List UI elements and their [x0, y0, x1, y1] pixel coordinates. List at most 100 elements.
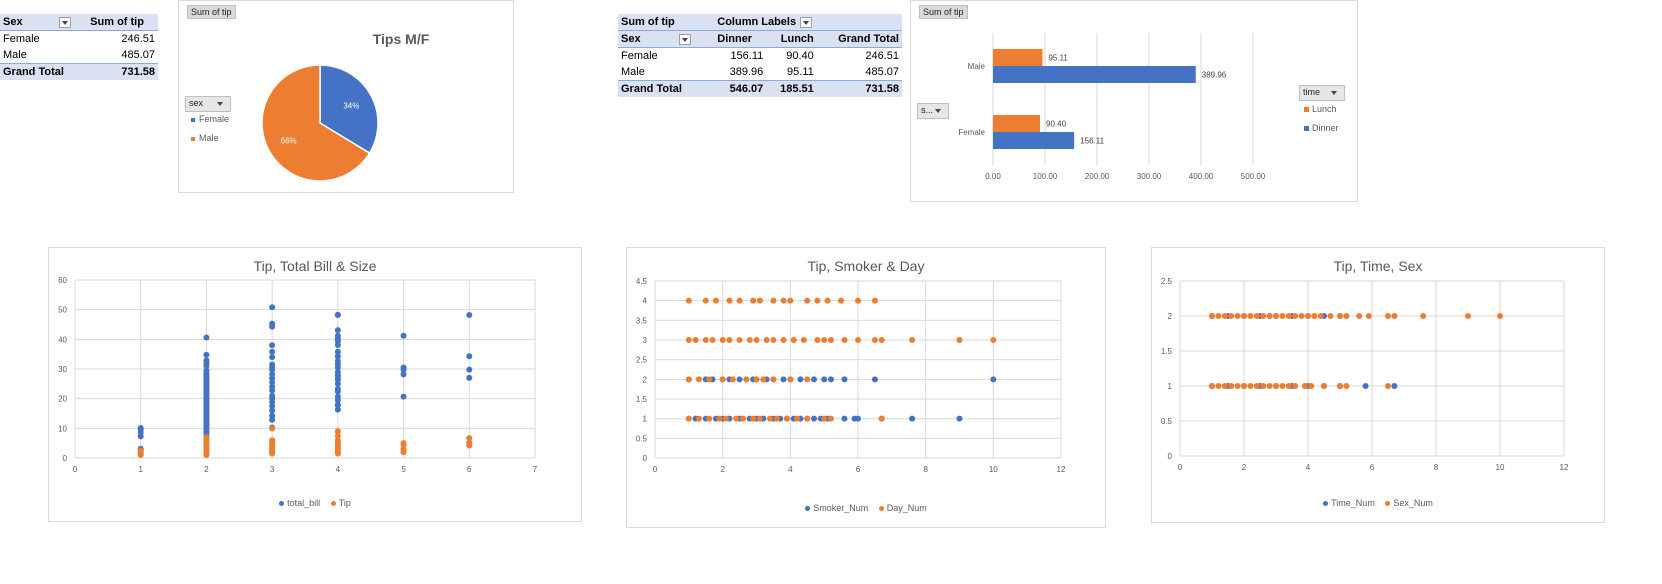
y-tick-label: 2 — [643, 375, 648, 384]
field-button-sum-of-tip[interactable]: Sum of tip — [919, 5, 968, 19]
scatter-point — [1253, 313, 1260, 319]
filter-dropdown-icon[interactable] — [215, 99, 227, 110]
y-tick-label: 3.5 — [636, 316, 648, 325]
scatter-point — [685, 376, 692, 383]
scatter-point — [1260, 383, 1267, 389]
scatter-point — [956, 337, 963, 343]
chart-title: Tip, Time, Sex — [1333, 258, 1423, 274]
scatter-point — [1321, 383, 1327, 389]
scatter-point — [269, 342, 276, 349]
scatter-point — [269, 348, 276, 355]
legend-item: Dinner — [1304, 123, 1339, 133]
scatter-point — [821, 415, 828, 422]
axis-field-button-sex[interactable]: s... — [917, 103, 949, 119]
scatter-point — [990, 376, 997, 383]
scatter-point — [203, 367, 210, 374]
x-tick-label: 0 — [653, 465, 658, 474]
scatter-chart-tip-bill-size[interactable]: Tip, Total Bill & Size 0 10 20 30 40 50 60 0 1 2 3… — [48, 247, 582, 522]
filter-dropdown-icon[interactable] — [678, 33, 691, 45]
scatter-point — [814, 297, 821, 304]
scatter-point — [1266, 383, 1273, 389]
category-label: Male — [968, 62, 986, 71]
y-tick-label: 40 — [58, 335, 67, 344]
scatter-point — [334, 428, 341, 435]
pivot2-row-field: Sex — [621, 33, 641, 45]
scatter-point — [1253, 383, 1260, 389]
scatter-point — [838, 297, 845, 304]
x-tick-label: 12 — [1057, 465, 1066, 474]
scatter-chart-tip-time-sex[interactable]: Tip, Time, Sex 0 0.5 1 1.5 2 2.5 0 2 4 6 8 10 12 Tim… — [1151, 247, 1605, 523]
pie-chart[interactable]: Sum of tip Tips M/F sex Female Male 34% 6… — [178, 0, 514, 193]
field-button-sum-of-tip[interactable]: Sum of tip — [187, 5, 236, 19]
scatter-point — [466, 312, 473, 319]
filter-dropdown-icon[interactable] — [800, 16, 813, 28]
scatter-point — [750, 415, 757, 422]
scatter-point — [334, 406, 341, 413]
scatter-point — [821, 376, 828, 383]
filter-dropdown-icon[interactable] — [933, 106, 945, 117]
scatter-point — [334, 327, 341, 334]
scatter-point — [137, 425, 144, 432]
scatter-point — [269, 383, 276, 390]
scatter-point — [334, 332, 341, 339]
scatter-point — [756, 415, 763, 422]
scatter-point — [773, 415, 780, 422]
y-tick-label: 1 — [1168, 382, 1173, 391]
scatter-point — [841, 337, 848, 343]
scatter-point — [1273, 383, 1279, 389]
scatter-point — [1337, 313, 1343, 319]
bar — [993, 66, 1196, 83]
scatter-point — [753, 376, 760, 383]
scatter-point — [269, 361, 276, 368]
scatter-point — [855, 415, 861, 422]
scatter-point — [706, 376, 713, 383]
scatter-point — [466, 374, 473, 381]
scatter-point — [729, 376, 736, 383]
scatter-point — [400, 371, 407, 378]
filter-dropdown-icon[interactable] — [58, 16, 71, 28]
scatter-point — [824, 297, 831, 304]
pivot1-header-sum: Sum of tip — [87, 14, 158, 31]
x-tick-label: 3 — [270, 465, 275, 474]
pivot2-column-labels: Column Labels — [717, 16, 797, 28]
scatter-point — [787, 376, 794, 383]
scatter-point — [811, 376, 818, 383]
x-tick-label: 2 — [204, 465, 209, 474]
scatter-point — [716, 415, 723, 422]
pie-data-label: 34% — [343, 101, 359, 110]
scatter-point — [1356, 313, 1363, 319]
scatter-point — [800, 337, 807, 343]
bar-chart[interactable]: Sum of tip s... time Lunch Dinner 0.00 10… — [910, 0, 1358, 202]
scatter-point — [1301, 383, 1308, 389]
legend-field-button-sex[interactable]: sex — [185, 96, 231, 112]
scatter-point — [1391, 313, 1398, 319]
scatter-chart-tip-smoker-day[interactable]: Tip, Smoker & Day 0 0.5 1 1.5 2 2.5 3 3.5 4 4.5 0 2… — [626, 247, 1106, 528]
scatter-point — [1247, 313, 1254, 319]
filter-dropdown-icon[interactable] — [1329, 88, 1341, 99]
scatter-point — [1391, 383, 1398, 389]
legend-swatch — [1385, 501, 1391, 506]
y-tick-label: 2.5 — [1161, 277, 1173, 286]
scatter-point — [1308, 383, 1315, 389]
scatter-point — [334, 368, 341, 375]
y-tick-label: 0 — [63, 454, 68, 463]
scatter-point — [878, 337, 885, 343]
legend-swatch — [805, 506, 811, 511]
scatter-point — [269, 425, 276, 432]
scatter-point — [811, 415, 818, 422]
scatter-point — [692, 337, 699, 343]
scatter-point — [841, 415, 848, 422]
legend-field-button-time[interactable]: time — [1299, 85, 1345, 101]
scatter-point — [1209, 313, 1215, 319]
bar-data-label: 389.96 — [1202, 71, 1227, 80]
scatter-point — [269, 407, 276, 414]
scatter-point — [797, 376, 804, 383]
scatter-point — [1343, 313, 1350, 319]
scatter-point — [695, 415, 702, 422]
y-tick-label: 30 — [58, 365, 67, 374]
scatter-point — [269, 320, 276, 327]
scatter-point — [1420, 313, 1427, 319]
scatter-point — [804, 415, 811, 422]
y-tick-label: 3 — [643, 336, 648, 345]
scatter-point — [269, 371, 276, 378]
